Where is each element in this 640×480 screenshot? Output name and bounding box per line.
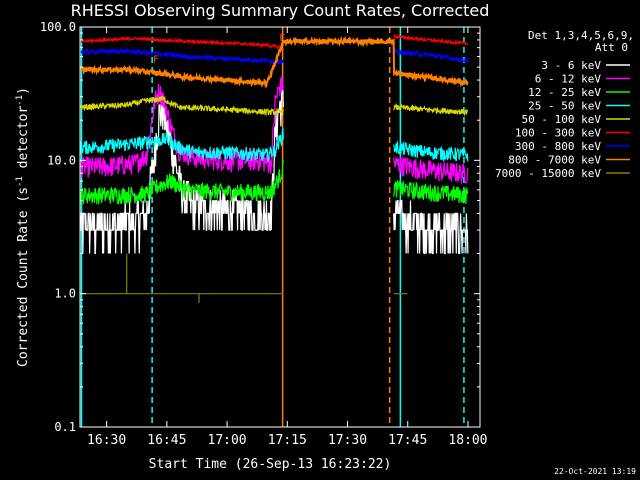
x-tick-label: 17:00 [208, 433, 247, 448]
flag-label: F [279, 33, 285, 44]
legend-title-line2: Att 0 [595, 41, 628, 54]
x-tick-label: 17:15 [268, 433, 307, 448]
x-tick-label: 16:45 [147, 433, 186, 448]
plot-frame [79, 26, 481, 428]
y-axis-label: Corrected Count Rate (s-1 detector-1) [15, 87, 31, 367]
series-line [393, 140, 469, 163]
chart-title: RHESSI Observing Summary Count Rates, Co… [71, 1, 490, 20]
x-axis-label: Start Time (26-Sep-13 16:23:22) [149, 457, 392, 472]
x-tick-label: 17:45 [388, 433, 427, 448]
series-line [80, 47, 284, 66]
legend-label: 6 - 12 keV [535, 73, 602, 86]
legend-label: 50 - 100 keV [522, 113, 602, 126]
series-line [80, 95, 284, 118]
y-tick-label: 10.0 [47, 153, 76, 167]
series-line [80, 87, 284, 255]
flag-markers: FF [153, 33, 285, 65]
legend-label: 3 - 6 keV [541, 59, 601, 72]
legend-label: 100 - 300 keV [515, 127, 601, 140]
series-line [80, 35, 284, 51]
legend-label: 300 - 800 keV [515, 140, 601, 153]
x-tick-label: 17:30 [328, 433, 367, 448]
axis-ticks: 0.1 1.0 10.0 100.0 16:30 16:45 17:00 17:15 17:30… [40, 20, 488, 448]
series-lines [80, 33, 469, 304]
series-line [80, 159, 284, 205]
flag-label: F [153, 55, 159, 66]
legend-label: 800 - 7000 keV [508, 154, 601, 167]
legend-label: 12 - 25 keV [528, 86, 601, 99]
timestamp: 22-Oct-2021 13:19 [554, 467, 636, 476]
y-tick-label: 1.0 [54, 287, 76, 301]
series-line [393, 33, 469, 47]
series-line [393, 48, 469, 65]
series-line [80, 127, 284, 163]
y-tick-label: 0.1 [54, 420, 76, 434]
x-tick-label: 16:30 [87, 433, 126, 448]
legend-label: 7000 - 15000 keV [495, 167, 601, 180]
series-line [393, 199, 469, 255]
legend-label: 25 - 50 keV [528, 100, 601, 113]
y-tick-label: 100.0 [40, 20, 76, 34]
series-line [393, 180, 469, 204]
event-markers [80, 27, 465, 427]
series-line [393, 102, 469, 117]
series-line [80, 76, 284, 178]
series-line [393, 156, 469, 184]
series-line [80, 35, 469, 89]
x-tick-label: 18:00 [448, 433, 487, 448]
legend-title-line1: Det 1,3,4,5,6,9, [528, 29, 634, 42]
